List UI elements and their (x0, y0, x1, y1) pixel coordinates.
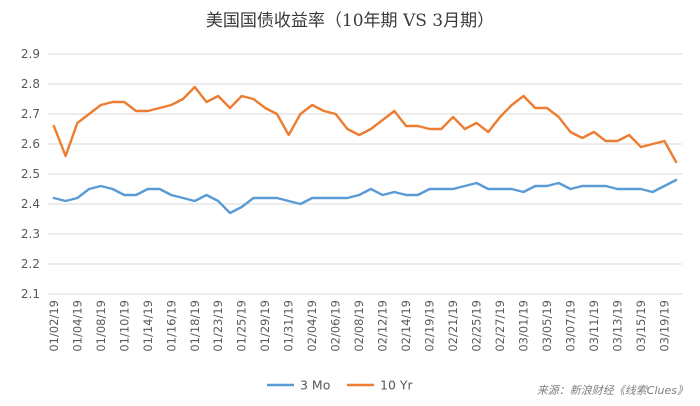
y-tick-label: 2.4 (21, 197, 40, 211)
y-tick-label: 2.2 (21, 257, 40, 271)
x-tick-label: 03/19/19 (657, 300, 671, 352)
series-line-3mo (52, 178, 678, 215)
x-tick-label: 03/07/19 (563, 300, 577, 352)
x-tick-label: 01/29/19 (258, 300, 272, 352)
y-tick-label: 2.5 (21, 167, 40, 181)
x-tick-label: 01/23/19 (211, 300, 225, 352)
legend-label: 10 Yr (380, 378, 414, 393)
x-tick-label: 02/06/19 (329, 300, 343, 352)
x-tick-label: 01/14/19 (141, 300, 155, 352)
x-tick-label: 03/11/19 (587, 300, 601, 352)
source-note: 来源：新浪财经《线索Clues》 (537, 384, 688, 397)
x-tick-label: 01/16/19 (164, 300, 178, 352)
y-tick-label: 2.8 (21, 77, 40, 91)
x-tick-label: 02/27/19 (493, 300, 507, 352)
x-tick-label: 02/04/19 (305, 300, 319, 352)
x-tick-label: 01/25/19 (235, 300, 249, 352)
legend: 3 Mo 10 Yr (267, 378, 414, 393)
series-line-10yr (52, 85, 678, 164)
x-tick-label: 03/01/19 (517, 300, 531, 352)
x-axis-ticks: 01/02/19 01/04/19 01/08/19 01/10/19 01/14/19… (47, 300, 672, 352)
y-axis-ticks: 2.9 2.8 2.7 2.6 2.5 2.4 2.3 2.2 2.1 (21, 47, 40, 301)
x-tick-label: 01/18/19 (188, 300, 202, 352)
y-tick-label: 2.6 (21, 137, 40, 151)
y-tick-label: 2.7 (21, 107, 40, 121)
x-tick-label: 03/15/19 (634, 300, 648, 352)
x-tick-label: 02/21/19 (446, 300, 460, 352)
x-tick-label: 01/02/19 (47, 300, 61, 352)
legend-label: 3 Mo (300, 378, 330, 393)
y-tick-label: 2.9 (21, 47, 40, 61)
x-tick-label: 02/25/19 (470, 300, 484, 352)
series-lines (52, 85, 678, 215)
x-tick-label: 02/12/19 (376, 300, 390, 352)
x-tick-label: 01/31/19 (282, 300, 296, 352)
y-tick-label: 2.1 (21, 287, 40, 301)
y-tick-label: 2.3 (21, 227, 40, 241)
x-tick-label: 01/08/19 (94, 300, 108, 352)
x-tick-label: 03/05/19 (540, 300, 554, 352)
x-tick-label: 02/08/19 (352, 300, 366, 352)
x-tick-label: 02/14/19 (399, 300, 413, 352)
chart-title: 美国国债收益率（10年期 VS 3月期） (206, 11, 494, 31)
grid-lines (48, 53, 682, 295)
x-tick-label: 03/13/19 (610, 300, 624, 352)
x-tick-label: 01/10/19 (117, 300, 131, 352)
x-tick-label: 02/19/19 (423, 300, 437, 352)
x-tick-label: 01/04/19 (70, 300, 84, 352)
